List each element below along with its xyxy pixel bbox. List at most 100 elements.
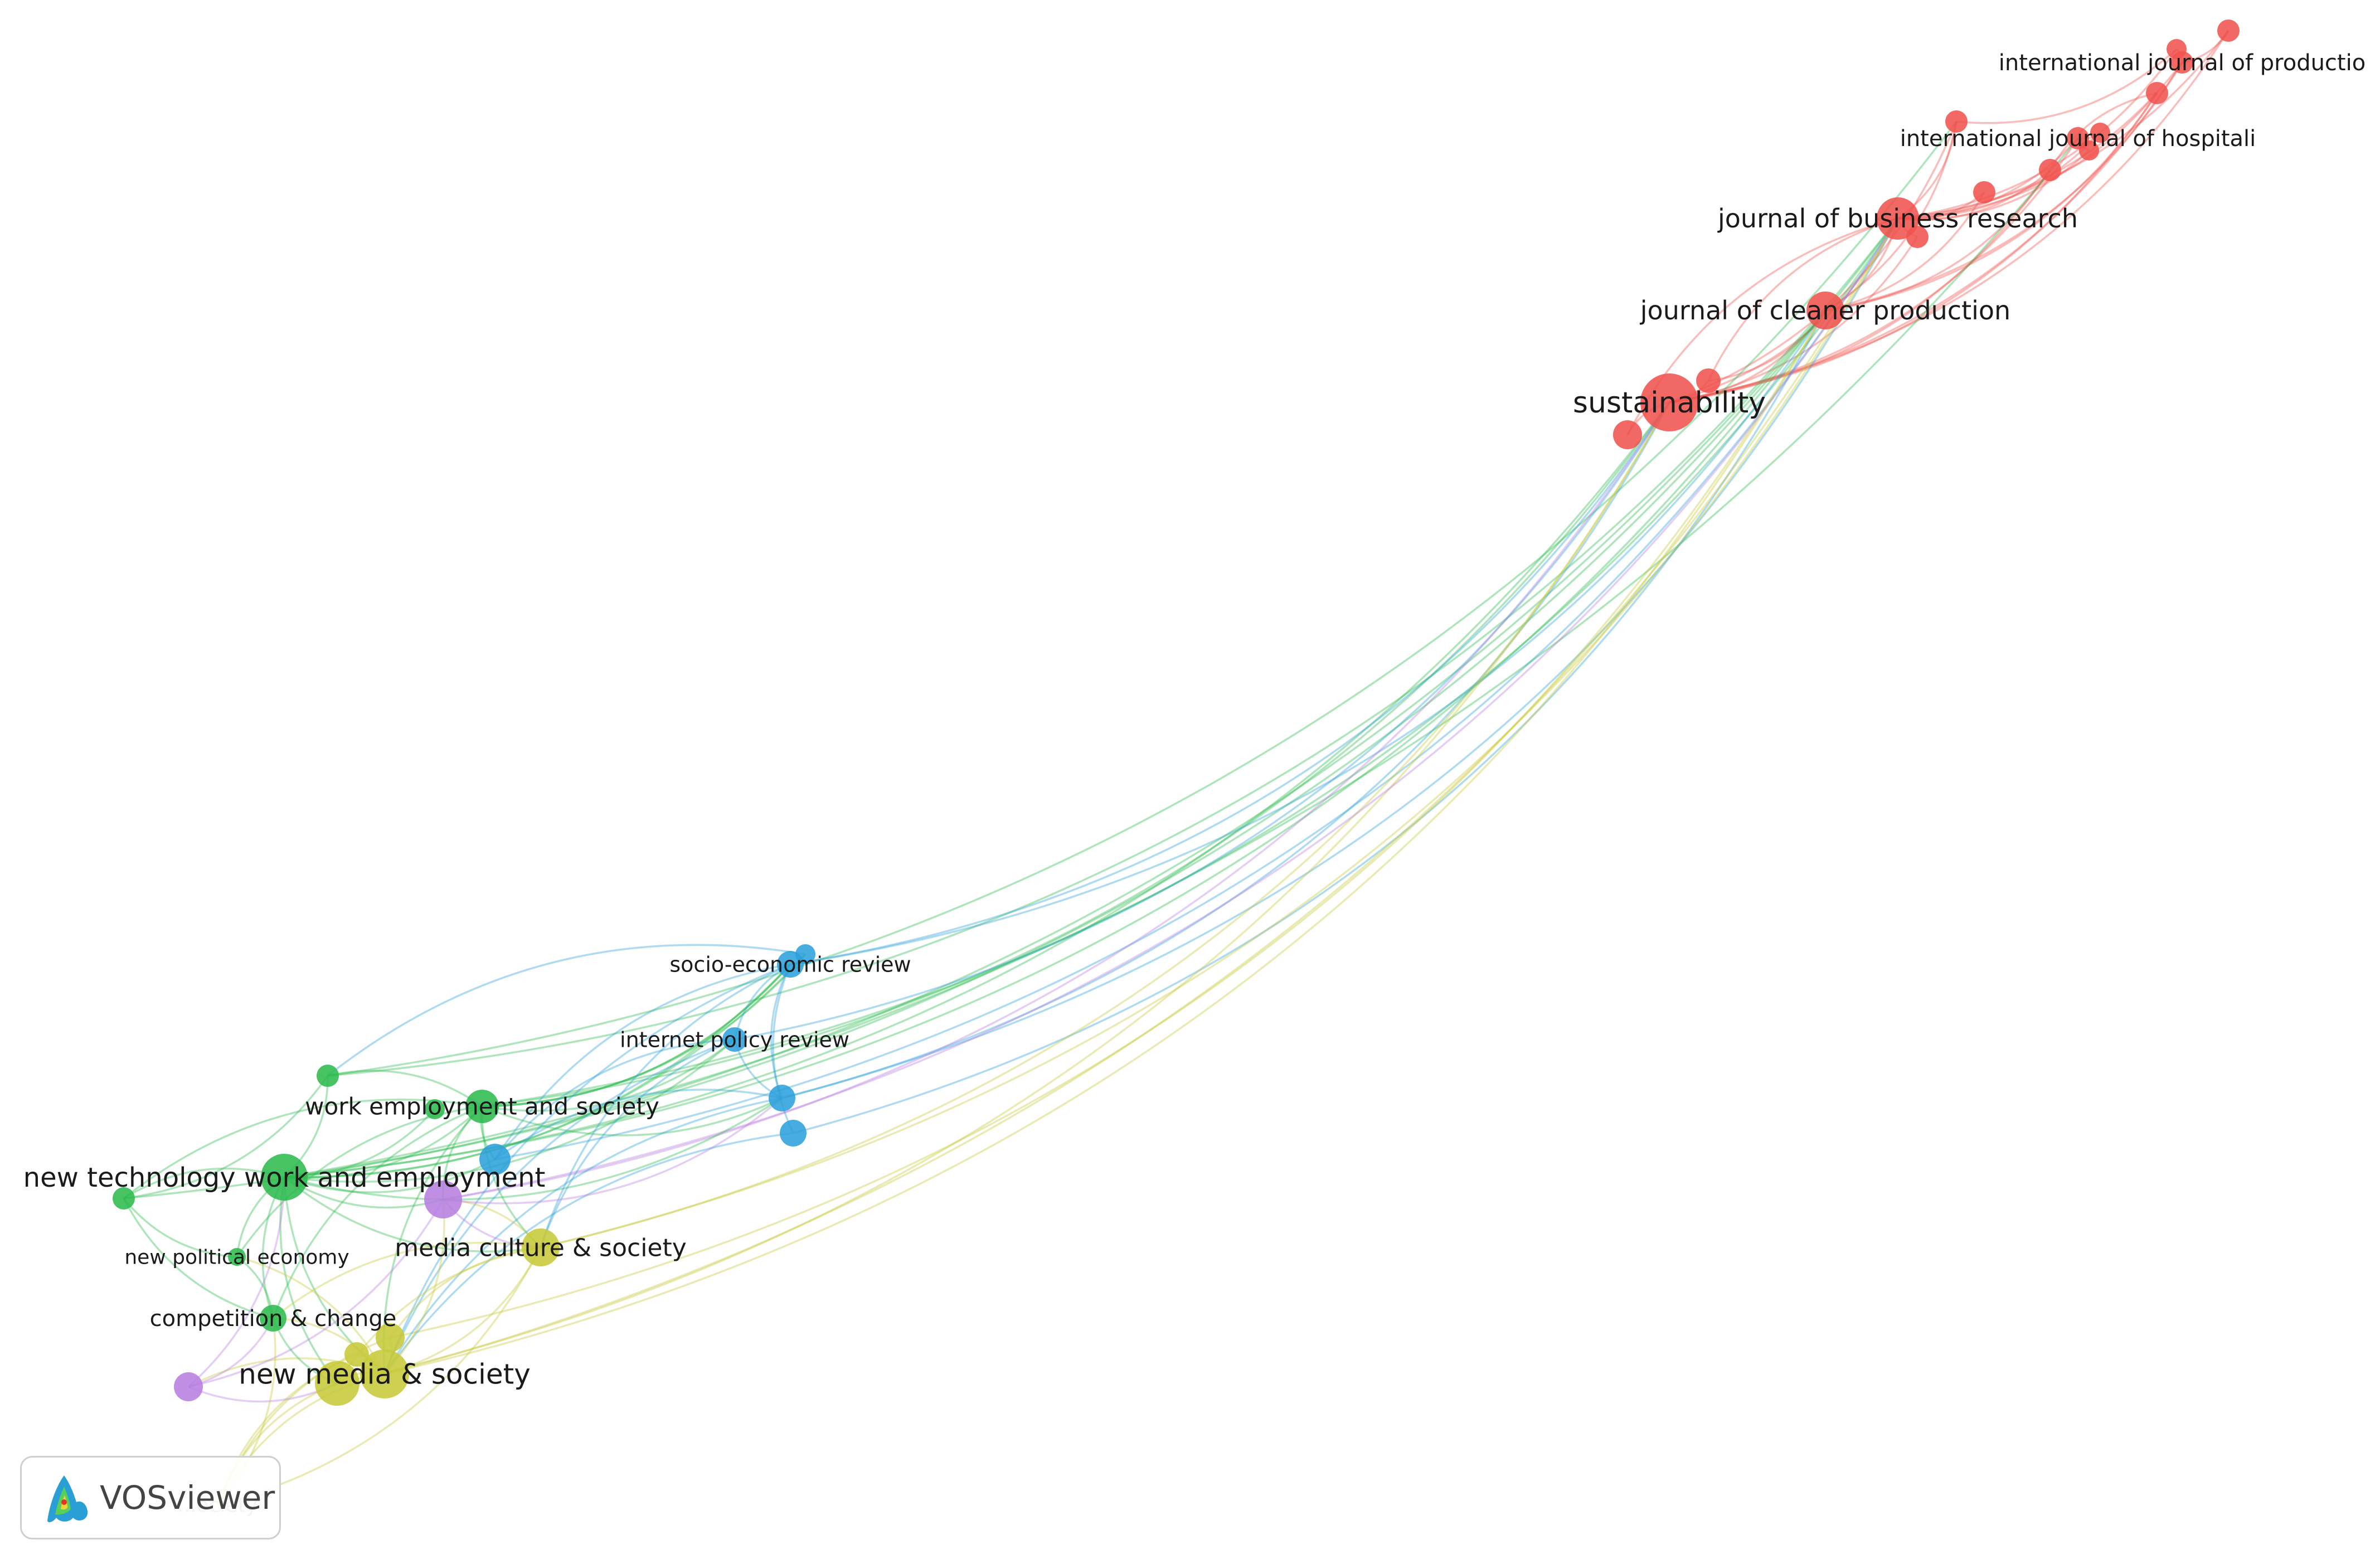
node-r4[interactable]	[2090, 123, 2110, 143]
node-b3[interactable]	[780, 1120, 807, 1147]
link-sustainability-r6	[1669, 169, 2051, 404]
label-jcp: journal of cleaner production	[1640, 295, 2010, 326]
link-wes-g1	[123, 1099, 483, 1199]
edge-layer	[123, 30, 2230, 1506]
link-r7-r2	[1956, 48, 2178, 124]
link-ipr-b4	[494, 1038, 735, 1160]
link-b4-jbr	[494, 218, 1899, 1160]
link-jbr-r6	[1897, 169, 2051, 221]
node-layer	[113, 20, 2240, 1406]
label-ijp: international journal of productio	[1999, 50, 2366, 76]
node-r11[interactable]	[1613, 420, 1642, 449]
node-r8[interactable]	[1973, 181, 1995, 203]
link-wes-b2	[482, 1097, 783, 1137]
node-wes[interactable]	[465, 1090, 499, 1123]
node-b1[interactable]	[795, 944, 815, 964]
label-mcs: media culture & society	[395, 1233, 687, 1262]
link-nt-y1	[279, 1177, 338, 1385]
link-ser-jcp	[790, 310, 1827, 965]
label-cc: competition & change	[150, 1306, 397, 1332]
node-r2[interactable]	[2167, 39, 2187, 59]
link-b2-jbr	[781, 218, 1899, 1099]
link-p1-b2	[443, 1097, 783, 1205]
label-sustainability: sustainability	[1573, 386, 1766, 420]
node-jcp[interactable]	[1806, 292, 1844, 329]
link-mcs-y2	[389, 1246, 541, 1339]
link-nt-b2	[284, 1097, 783, 1201]
label-npe: new political economy	[124, 1246, 349, 1269]
node-g2[interactable]	[317, 1065, 339, 1087]
link-sustainability-r7	[1669, 121, 1958, 404]
link-wes-ser	[482, 963, 791, 1108]
link-sustainability-r1	[1669, 30, 2230, 404]
node-y2[interactable]	[376, 1323, 405, 1352]
node-r7[interactable]	[1945, 110, 1968, 133]
link-p1-sustainability	[443, 402, 1670, 1201]
link-ipr-nms	[383, 1038, 735, 1375]
link-jbr-r4	[1897, 132, 2101, 220]
node-sustainability[interactable]	[1640, 373, 1698, 431]
node-r1[interactable]	[2217, 20, 2240, 42]
link-jcp-r8	[1825, 192, 1985, 312]
link-ser-nms	[383, 963, 791, 1375]
label-ipr: internet policy review	[620, 1027, 849, 1052]
link-sustainability-r3	[1669, 93, 2158, 404]
link-jbr-ijh	[1897, 137, 2079, 220]
link-jbr-r3	[1897, 92, 2158, 220]
node-cc[interactable]	[260, 1305, 286, 1332]
vosviewer-logo: VOSviewer	[20, 1456, 281, 1539]
link-nms-mcs	[384, 1247, 542, 1375]
link-wes-ipr	[482, 1038, 736, 1112]
link-g1-cc	[123, 1198, 274, 1319]
link-p2-p1	[188, 1199, 444, 1388]
link-jcp-r3	[1825, 93, 2158, 312]
node-r10[interactable]	[1696, 368, 1721, 393]
link-nt-wes	[284, 1105, 483, 1179]
node-jbr[interactable]	[1877, 197, 1919, 240]
node-g1[interactable]	[113, 1187, 135, 1210]
node-g3[interactable]	[425, 1099, 445, 1119]
node-r9[interactable]	[1906, 226, 1929, 248]
link-nt-jbr	[284, 217, 1899, 1178]
node-y3[interactable]	[344, 1342, 369, 1367]
link-ser-b4	[494, 963, 791, 1160]
label-wes: work employment and society	[305, 1093, 659, 1120]
link-wes-b1	[482, 953, 807, 1108]
link-b2-sustainability	[781, 402, 1670, 1099]
link-g1-g2	[123, 1075, 329, 1199]
node-b4[interactable]	[479, 1144, 511, 1175]
node-r6[interactable]	[2039, 159, 2061, 181]
link-wes-cc	[272, 1105, 483, 1319]
link-y2-jcp	[390, 310, 1827, 1339]
node-mcs[interactable]	[522, 1228, 560, 1266]
link-p2-nt	[187, 1177, 285, 1388]
node-nms[interactable]	[360, 1349, 409, 1398]
link-nms-npe	[236, 1256, 386, 1375]
link-mcs-sustainability	[540, 402, 1670, 1249]
link-ser-b3	[772, 964, 794, 1134]
node-ipr[interactable]	[722, 1027, 747, 1052]
label-nt: new technology work and employment	[23, 1162, 546, 1193]
link-ipr-mcs	[540, 1038, 735, 1248]
link-ipr-sustainability	[734, 402, 1670, 1041]
node-y1[interactable]	[315, 1361, 360, 1406]
link-mcs-jbr	[540, 218, 1899, 1249]
node-p2[interactable]	[174, 1372, 203, 1401]
node-nt[interactable]	[261, 1154, 308, 1201]
link-ser-sustainability	[790, 402, 1670, 965]
label-ser: socio-economic review	[669, 952, 911, 977]
node-r5[interactable]	[2079, 140, 2099, 161]
link-nt-ser	[284, 963, 791, 1178]
node-npe[interactable]	[228, 1248, 246, 1266]
vosviewer-logo-icon	[47, 1475, 88, 1522]
link-sustainability-ijh	[1669, 138, 2079, 404]
link-nt-b4	[284, 1158, 496, 1193]
link-nt-ipr	[284, 1038, 736, 1183]
link-g1-npe	[123, 1197, 237, 1258]
node-b2[interactable]	[769, 1085, 795, 1111]
link-ser-b2	[770, 964, 791, 1099]
link-nt-b1	[284, 953, 807, 1178]
node-r3[interactable]	[2146, 82, 2168, 104]
node-p1[interactable]	[424, 1181, 462, 1218]
